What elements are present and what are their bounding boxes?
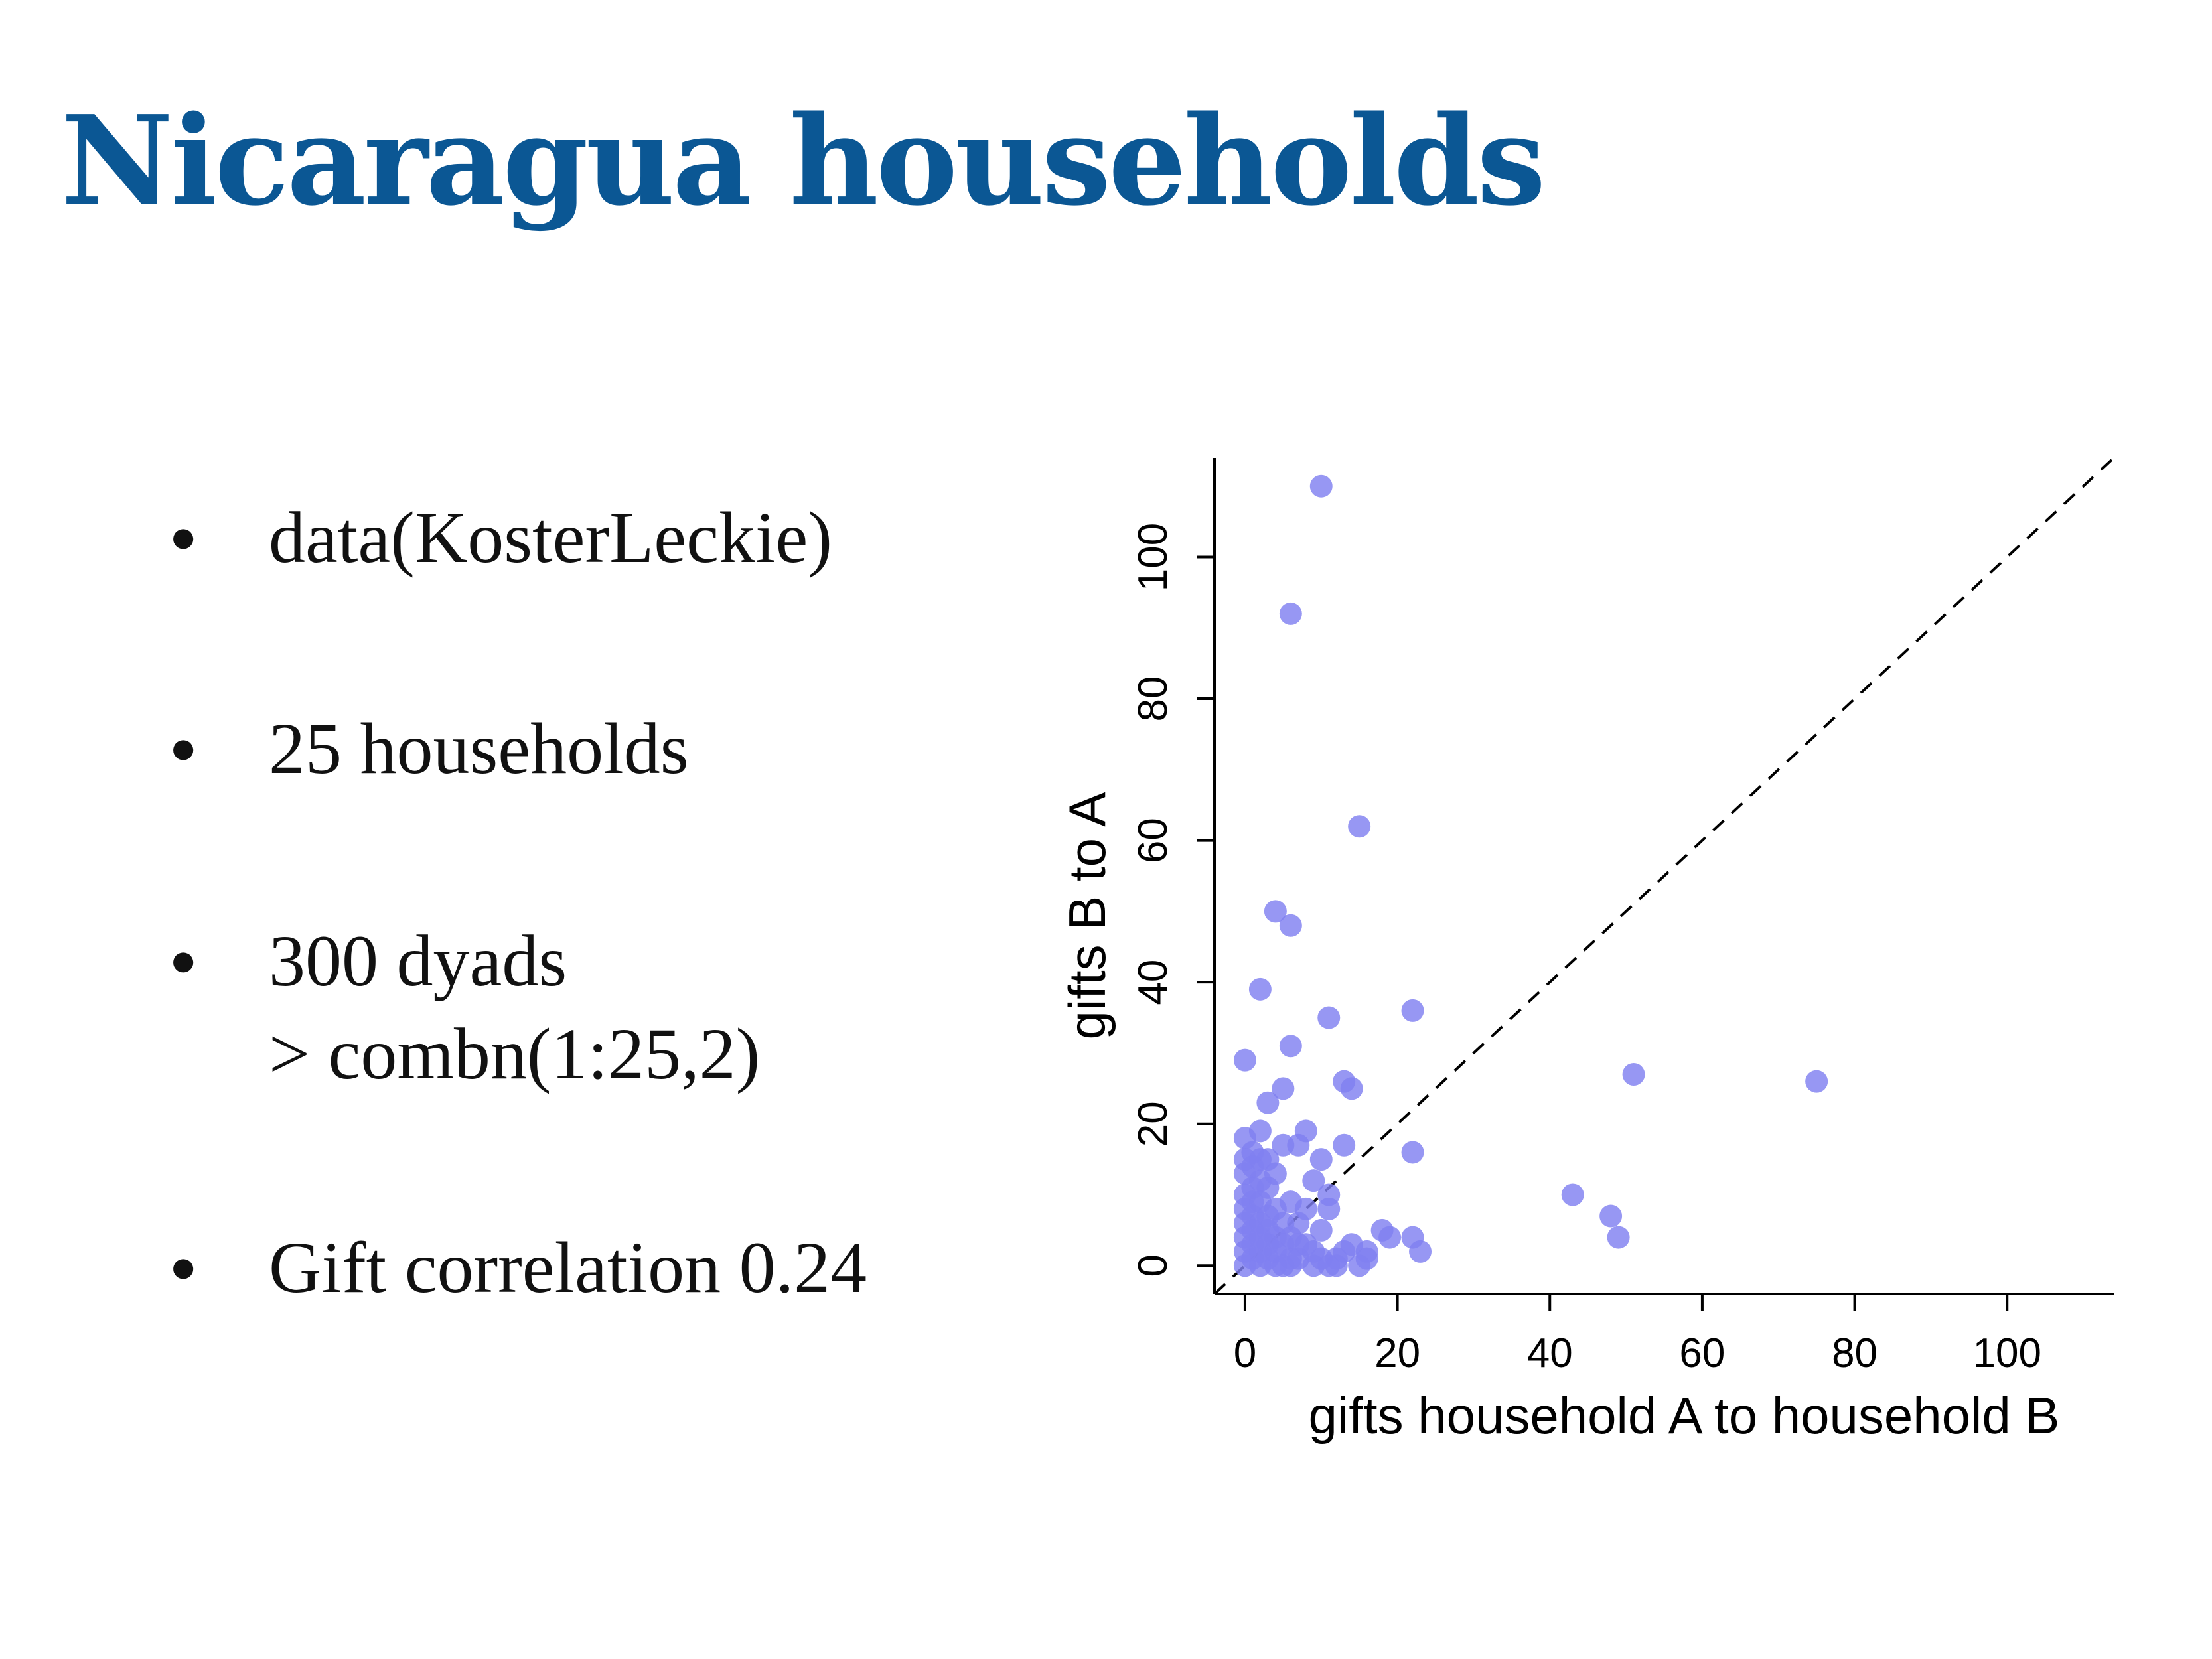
data-point <box>1340 1233 1363 1256</box>
data-point <box>1256 1204 1280 1228</box>
data-point <box>1401 999 1424 1022</box>
y-tick-label: 100 <box>1130 523 1176 591</box>
x-tick-label: 80 <box>1832 1331 1878 1376</box>
data-point <box>1233 1148 1256 1171</box>
axes-layer: 0 20 40 60 80 100 0 20 40 60 80 100 <box>1130 458 2114 1376</box>
x-tick-label: 0 <box>1234 1331 1256 1376</box>
x-tick-label: 40 <box>1527 1331 1573 1376</box>
bullet-subline: > combn(1:25,2) <box>269 1013 761 1094</box>
data-point <box>1599 1204 1623 1228</box>
data-point <box>1317 1197 1341 1220</box>
data-point <box>1294 1197 1317 1220</box>
data-point <box>1279 914 1302 937</box>
data-point <box>1333 1133 1356 1157</box>
x-tick-label: 20 <box>1374 1331 1420 1376</box>
data-point <box>1309 1218 1333 1242</box>
data-point <box>1325 1254 1348 1277</box>
y-tick-label: 0 <box>1130 1254 1176 1277</box>
data-point <box>1248 977 1272 1001</box>
data-point <box>1401 1141 1424 1164</box>
data-point <box>1409 1240 1432 1263</box>
bullet-text: 300 dyads > combn(1:25,2) <box>269 914 760 1100</box>
data-point <box>1272 1077 1295 1100</box>
bullet-dot-icon: ● <box>169 723 198 774</box>
data-point <box>1294 1119 1317 1143</box>
points-layer <box>1233 474 1828 1277</box>
bullet-dot-icon: ● <box>169 512 198 563</box>
data-point <box>1805 1070 1828 1093</box>
bullet-text: 25 households <box>269 708 689 789</box>
data-point <box>1309 1148 1333 1171</box>
data-point <box>1622 1062 1645 1086</box>
data-point <box>1378 1226 1402 1249</box>
y-tick-label: 80 <box>1130 676 1176 722</box>
slide-title: Nicaragua households <box>61 88 1546 233</box>
data-point <box>1264 1254 1287 1277</box>
data-point <box>1279 1035 1302 1058</box>
data-point <box>1279 602 1302 625</box>
bullet-line: 300 dyads <box>269 920 567 1001</box>
data-point <box>1248 1226 1272 1249</box>
bullet-list: ● data(KosterLeckie) ● 25 households ● 3… <box>0 0 1029 1659</box>
data-point <box>1264 900 1287 923</box>
data-point <box>1256 1091 1280 1114</box>
data-point <box>1302 1169 1325 1192</box>
x-tick-label: 100 <box>1973 1331 2041 1376</box>
data-point <box>1355 1247 1378 1270</box>
y-tick-label: 20 <box>1130 1101 1176 1147</box>
data-point <box>1233 1048 1256 1072</box>
y-tick-label: 40 <box>1130 960 1176 1005</box>
data-point <box>1309 474 1333 498</box>
y-tick-label: 60 <box>1130 818 1176 863</box>
scatter-chart: 0 20 40 60 80 100 0 20 40 60 80 100 gifts household… <box>1058 457 2115 1445</box>
bullet-text: Gift correlation 0.24 <box>269 1227 867 1308</box>
data-point <box>1264 1162 1287 1185</box>
data-point <box>1248 1119 1272 1143</box>
x-tick-label: 60 <box>1679 1331 1725 1376</box>
data-point <box>1607 1226 1630 1249</box>
data-point <box>1348 815 1371 838</box>
data-point <box>1241 1190 1264 1214</box>
bullet-text: data(KosterLeckie) <box>269 497 832 578</box>
reference-line-layer <box>1213 457 2115 1295</box>
data-point <box>1317 1006 1341 1029</box>
data-point <box>1561 1183 1584 1206</box>
bullet-dot-icon: ● <box>169 1242 198 1293</box>
x-axis-label: gifts household A to household B <box>1309 1386 2060 1445</box>
reference-line <box>1213 457 2115 1295</box>
y-axis-label: gifts B to A <box>1058 792 1116 1040</box>
data-point <box>1340 1077 1363 1100</box>
bullet-dot-icon: ● <box>169 935 198 986</box>
